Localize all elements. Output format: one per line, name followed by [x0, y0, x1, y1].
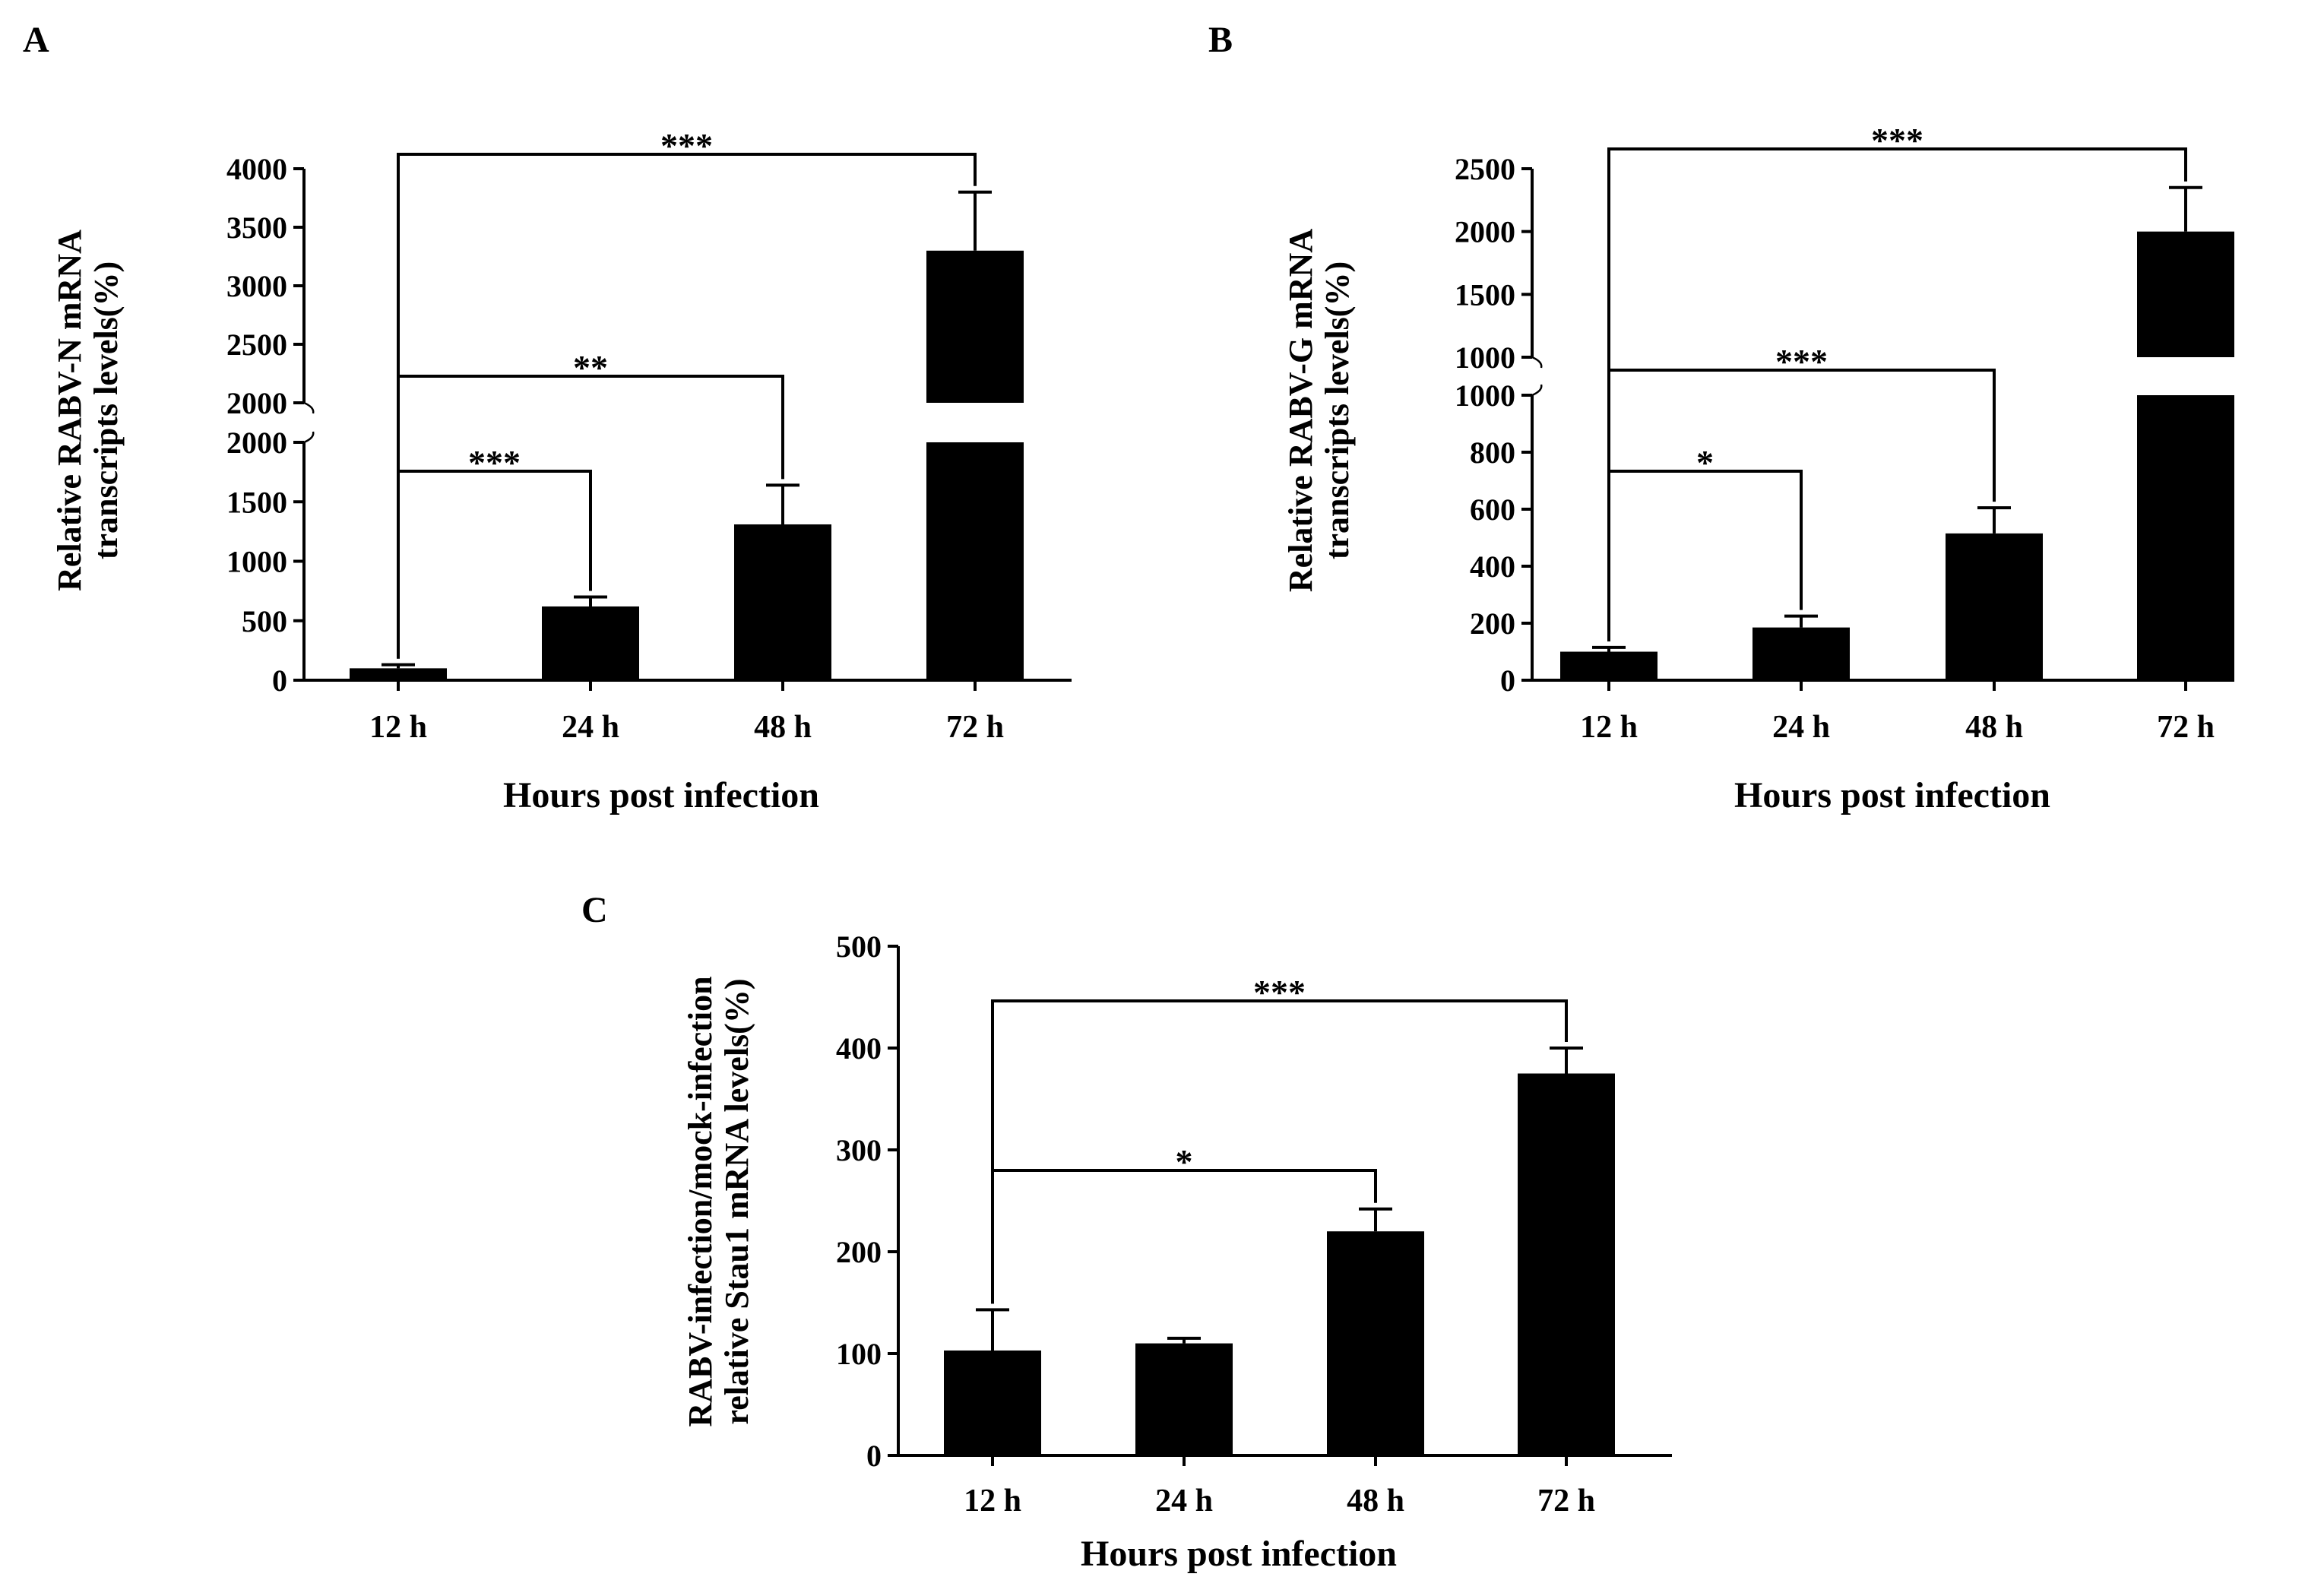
chart-panel-B: B 12 h 24 h 48 h 72 h Hours post infection 0 20… [1208, 20, 2234, 815]
bar [1327, 1231, 1424, 1455]
x-tick-label: 48 h [754, 710, 812, 745]
y-axis-label-line: Relative RABV-N mRNA [51, 230, 88, 591]
x-tick-label: 24 h [1772, 710, 1830, 745]
y-tick-label: 500 [242, 604, 287, 638]
x-axis-label: Hours post infection [503, 775, 819, 815]
y-tick-label: 2500 [1455, 152, 1515, 186]
significance-label: ** [573, 348, 608, 387]
significance-label: * [1696, 443, 1714, 482]
bar [944, 1350, 1041, 1455]
bar [1135, 1343, 1233, 1455]
y-axis-label: RABV-infection/mock-infection relative St… [682, 976, 755, 1427]
significance-label: *** [468, 443, 521, 482]
bar [1560, 651, 1658, 680]
significance-label: *** [660, 126, 713, 165]
y-tick-label: 2000 [226, 426, 287, 460]
bar [1752, 627, 1850, 680]
y-tick-label: 2000 [1455, 215, 1515, 249]
y-tick-label: 100 [836, 1337, 882, 1371]
x-axis-label: Hours post infection [1734, 775, 2050, 815]
y-tick-label: 0 [866, 1439, 882, 1473]
panel-label: B [1208, 20, 1233, 60]
significance-bracket [397, 470, 592, 659]
x-tick-label: 12 h [369, 710, 427, 745]
y-tick-label: 500 [836, 929, 882, 964]
y-tick-label: 4000 [226, 152, 287, 186]
bar-lower-segment [2137, 395, 2234, 680]
y-axis-label-line: relative Stau1 mRNA levels(%) [718, 979, 755, 1425]
axis-break-mark [303, 431, 315, 444]
y-tick-label: 2000 [226, 386, 287, 420]
bar-lower-segment [926, 442, 1024, 680]
bar-upper-segment [926, 250, 1024, 403]
significance-label: *** [1775, 342, 1828, 381]
y-tick-label: 1000 [1455, 340, 1515, 375]
y-axis-label-line: RABV-infection/mock-infection [682, 976, 719, 1427]
bar [1946, 533, 2043, 680]
significance-bracket [397, 153, 977, 659]
y-axis-label: Relative RABV-N mRNA transcripts levels(%… [51, 230, 125, 591]
axis-break-mark [1531, 384, 1543, 397]
y-tick-label: 400 [1470, 549, 1515, 584]
significance-bracket [991, 999, 1568, 1304]
y-tick-label: 2500 [226, 328, 287, 362]
significance-bracket [1607, 470, 1803, 641]
y-tick-label: 300 [836, 1133, 882, 1167]
bar [350, 668, 447, 680]
panel-label: C [581, 890, 608, 930]
y-tick-label: 3500 [226, 211, 287, 245]
y-tick-label: 400 [836, 1031, 882, 1066]
y-axis-label-line: transcripts levels(%) [87, 261, 125, 559]
bar-upper-segment [2137, 231, 2234, 357]
significance-bracket [1607, 147, 2187, 641]
y-axis-label-line: transcripts levels(%) [1319, 261, 1356, 559]
x-tick-label: 72 h [946, 710, 1004, 745]
significance-label: * [1176, 1142, 1193, 1181]
y-tick-label: 0 [272, 663, 287, 698]
axis-break-mark [303, 401, 315, 414]
y-tick-label: 200 [836, 1235, 882, 1269]
y-tick-label: 600 [1470, 492, 1515, 527]
bar [1518, 1073, 1615, 1455]
x-tick-label: 12 h [1580, 710, 1638, 745]
significance-label: *** [1871, 121, 1923, 160]
chart-panel-C: C 12 h 24 h 48 h 72 h Hours post infection 0 10… [581, 890, 1672, 1574]
bar [734, 524, 831, 680]
y-tick-label: 800 [1470, 435, 1515, 470]
y-tick-label: 200 [1470, 606, 1515, 641]
y-tick-label: 1000 [1455, 378, 1515, 413]
x-tick-label: 24 h [562, 710, 619, 745]
significance-label: *** [1253, 973, 1306, 1012]
y-tick-label: 1500 [226, 485, 287, 519]
chart-panel-A: A 12 h 24 h 48 h 72 h Hours post infection 0 50… [23, 20, 1072, 815]
x-tick-label: 48 h [1965, 710, 2023, 745]
panel-label: A [23, 20, 49, 60]
bar [542, 606, 639, 680]
y-tick-label: 1000 [226, 545, 287, 579]
y-tick-label: 3000 [226, 269, 287, 303]
significance-bracket [991, 1169, 1377, 1304]
x-axis-label: Hours post infection [1081, 1534, 1397, 1574]
y-axis-label: Relative RABV-G mRNA transcripts levels(%… [1282, 229, 1356, 592]
y-tick-label: 0 [1500, 663, 1515, 698]
axis-break-mark [1531, 356, 1543, 369]
x-tick-label: 12 h [964, 1484, 1021, 1518]
y-tick-label: 1500 [1455, 277, 1515, 312]
y-axis-label-line: Relative RABV-G mRNA [1282, 229, 1319, 592]
x-tick-label: 72 h [1537, 1484, 1595, 1518]
x-tick-label: 48 h [1347, 1484, 1404, 1518]
x-tick-label: 72 h [2157, 710, 2215, 745]
x-tick-label: 24 h [1155, 1484, 1213, 1518]
